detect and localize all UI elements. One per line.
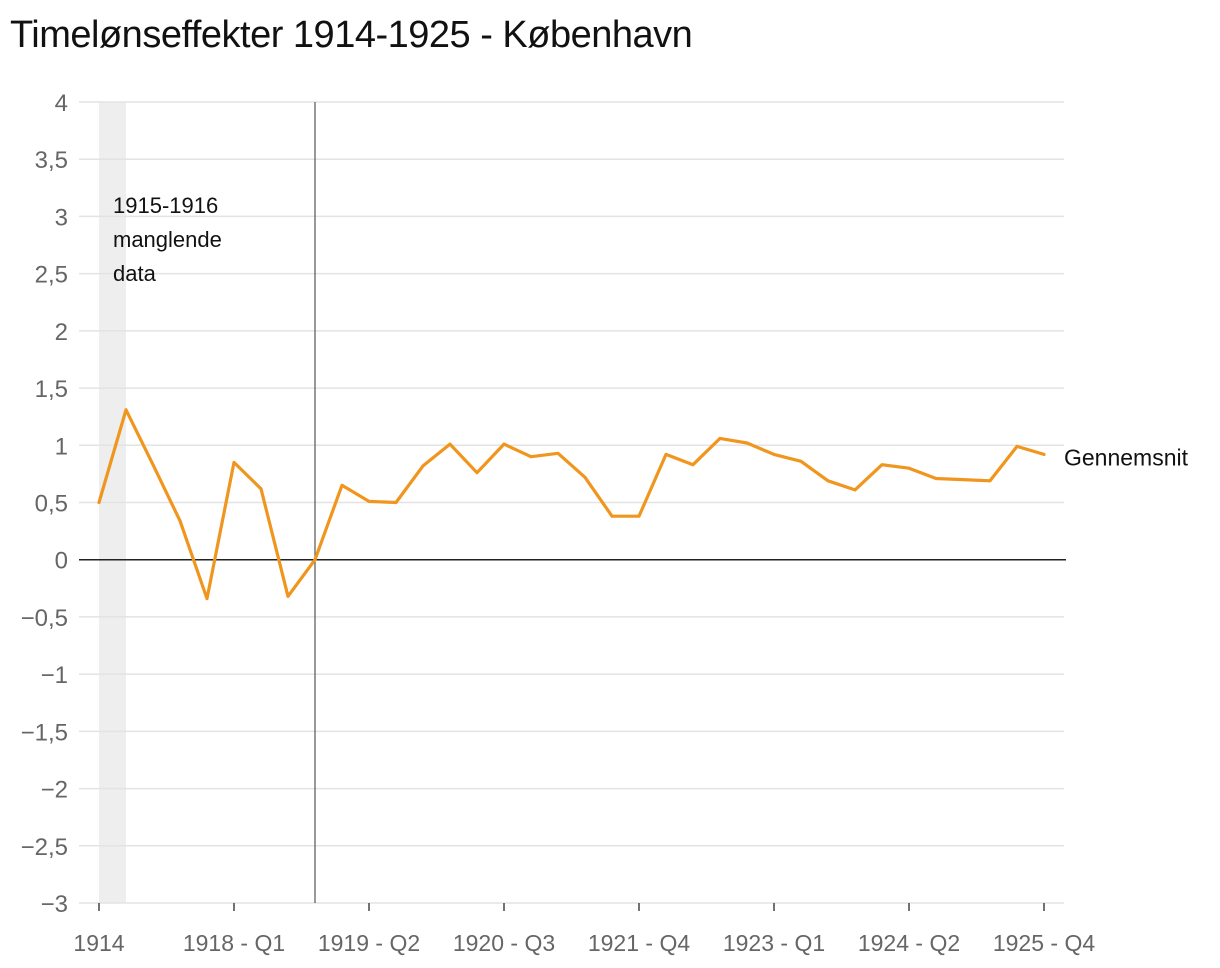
data-point bbox=[1042, 453, 1046, 456]
data-point bbox=[664, 453, 668, 456]
x-tick-label: 1920 - Q3 bbox=[453, 930, 555, 956]
gridlines bbox=[79, 101, 1064, 904]
data-point bbox=[313, 558, 317, 562]
y-tick-label: 0 bbox=[55, 548, 68, 575]
axes bbox=[79, 102, 1066, 903]
y-tick-label: 4 bbox=[55, 90, 68, 117]
series-line bbox=[97, 408, 1046, 601]
y-tick-label: −1,5 bbox=[21, 719, 68, 746]
x-tick-label: 1914 bbox=[73, 930, 124, 956]
data-point bbox=[961, 478, 965, 482]
data-point bbox=[637, 514, 641, 518]
y-tick-label: −2 bbox=[41, 777, 68, 804]
y-tick-label: −0,5 bbox=[21, 605, 68, 632]
y-tick-label: 2 bbox=[55, 319, 68, 346]
data-point bbox=[907, 466, 911, 470]
data-point bbox=[178, 519, 182, 523]
y-tick-label: −2,5 bbox=[21, 834, 68, 861]
x-axis-ticks: 1914 1918 - Q1 1919 - Q2 1920 - Q3 1921 - Q4… bbox=[73, 903, 1095, 956]
data-point bbox=[529, 455, 533, 459]
data-point bbox=[232, 461, 236, 464]
data-point bbox=[772, 453, 776, 456]
data-point bbox=[583, 475, 587, 479]
data-point bbox=[691, 463, 695, 467]
data-point bbox=[502, 442, 506, 446]
series-layer bbox=[97, 408, 1046, 601]
data-point bbox=[97, 501, 101, 504]
y-tick-label: −3 bbox=[41, 891, 68, 918]
annotations: Gennemsnit 1915-1916 manglende data bbox=[113, 193, 1189, 470]
y-tick-label: 1 bbox=[55, 433, 68, 460]
data-point bbox=[988, 479, 992, 483]
data-point bbox=[367, 499, 371, 503]
chart-title: Timelønseffekter 1914-1925 - København bbox=[10, 14, 693, 56]
data-point bbox=[340, 483, 344, 487]
data-point bbox=[799, 459, 803, 463]
data-point bbox=[286, 594, 290, 598]
data-point bbox=[826, 479, 830, 483]
x-tick-label: 1918 - Q1 bbox=[183, 930, 285, 956]
data-point bbox=[448, 442, 452, 446]
y-tick-label: −1 bbox=[41, 662, 68, 689]
data-point bbox=[745, 441, 749, 445]
data-point bbox=[1015, 445, 1019, 448]
x-tick-label: 1925 - Q4 bbox=[993, 930, 1095, 956]
data-point bbox=[124, 408, 128, 412]
missing-data-annotation: 1915-1916 bbox=[113, 193, 218, 218]
y-tick-label: 0,5 bbox=[35, 491, 68, 518]
y-tick-label: 2,5 bbox=[35, 262, 68, 289]
y-axis-ticks: 4 3,5 3 2,5 2 1,5 1 0,5 0 −0,5 −1 −1,5 −2 −2,5 −3 bbox=[21, 90, 68, 918]
data-point bbox=[394, 501, 398, 504]
data-point bbox=[880, 463, 884, 467]
data-point bbox=[475, 471, 479, 475]
series-label: Gennemsnit bbox=[1064, 444, 1189, 470]
missing-data-annotation: data bbox=[113, 261, 157, 286]
x-tick-label: 1924 - Q2 bbox=[858, 930, 960, 956]
data-point bbox=[259, 487, 263, 491]
x-tick-label: 1919 - Q2 bbox=[318, 930, 420, 956]
data-point bbox=[205, 597, 209, 601]
data-point bbox=[853, 488, 857, 492]
y-tick-label: 3 bbox=[55, 204, 68, 231]
y-tick-label: 1,5 bbox=[35, 376, 68, 403]
x-tick-label: 1921 - Q4 bbox=[588, 930, 690, 956]
data-point bbox=[718, 437, 722, 440]
y-tick-label: 3,5 bbox=[35, 147, 68, 174]
data-point bbox=[421, 464, 425, 468]
missing-data-annotation: manglende bbox=[113, 227, 222, 252]
data-point bbox=[151, 463, 155, 467]
data-point bbox=[556, 451, 560, 455]
data-point bbox=[610, 514, 614, 518]
data-point bbox=[934, 477, 938, 480]
x-tick-label: 1923 - Q1 bbox=[723, 930, 825, 956]
